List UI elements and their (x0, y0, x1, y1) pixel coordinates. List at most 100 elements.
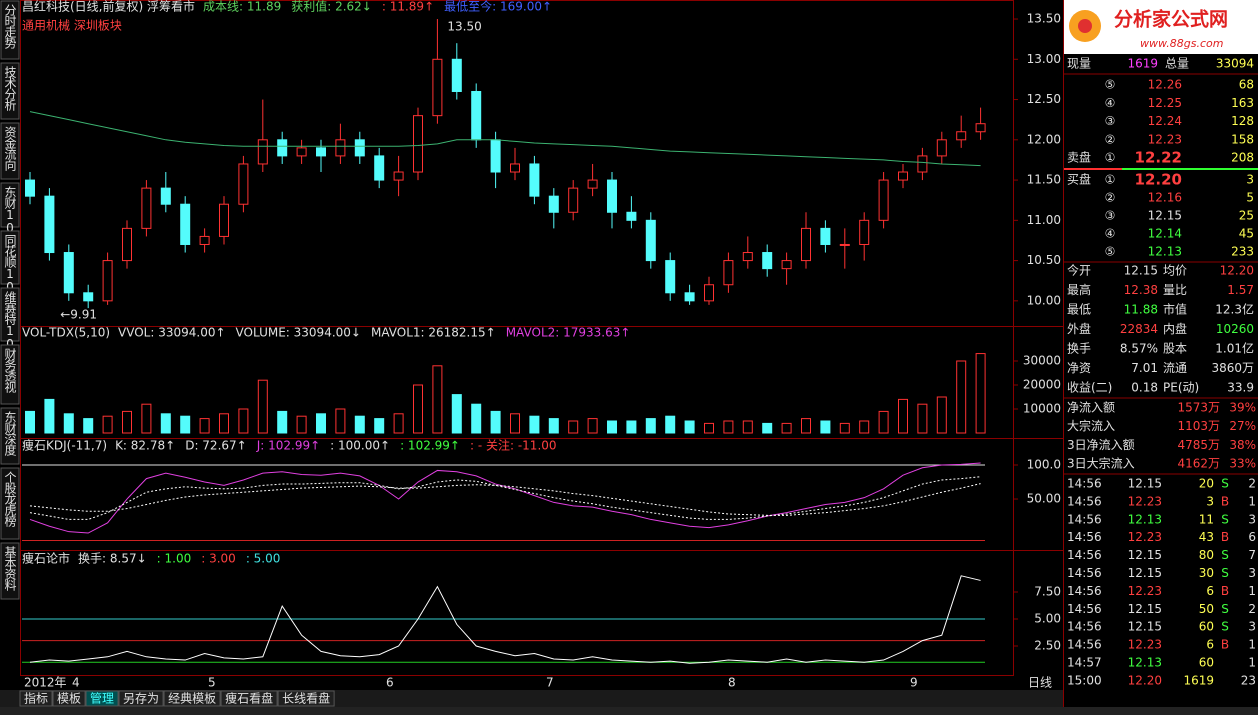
side-tab-label[interactable]: 资金流向 (3, 126, 17, 171)
book-cell: ④ (1105, 96, 1116, 110)
logo-text: 分析家公式网 (1114, 8, 1228, 31)
ticks-cell: 1 (1248, 638, 1256, 652)
side-tab-label[interactable]: 技术分析 (3, 66, 17, 112)
bottom-tab[interactable] (19, 690, 53, 707)
book-cell: 12.13 (1148, 245, 1182, 259)
book-cell: 25 (1239, 209, 1254, 223)
side-tab[interactable] (0, 182, 20, 228)
side-tab-label[interactable]: 财务透视 (3, 348, 17, 393)
side-tab-label[interactable]: 个股龙虎榜 (3, 471, 17, 528)
candle-body (801, 227, 811, 262)
side-tab[interactable] (0, 344, 20, 405)
ticks-cell: 14:56 (1067, 494, 1102, 508)
candle-body (219, 203, 229, 237)
candle-body (122, 227, 132, 262)
side-tab[interactable] (0, 122, 20, 180)
ticks-cell: S (1221, 602, 1229, 616)
stats-cell: 12.15 (1124, 264, 1158, 278)
candle-body (548, 195, 559, 213)
side-tab[interactable] (0, 542, 20, 600)
ticks-cell: 2 (1248, 602, 1256, 616)
side-tab[interactable] (0, 230, 20, 285)
stats-cell: 12.38 (1124, 283, 1158, 297)
side-tab-label[interactable]: 分时走势 (3, 4, 17, 49)
stats-cell: 7.01 (1131, 361, 1158, 375)
stats-cell: 今开 (1067, 263, 1091, 278)
y-tick-label: 2.50 (1034, 639, 1061, 653)
stats-cell: 均价 (1163, 264, 1187, 278)
bottom-tab[interactable] (277, 690, 335, 707)
candle-body (917, 155, 928, 173)
ticks-cell: 6 (1248, 530, 1256, 544)
bottom-tab-label[interactable]: 指标 (24, 691, 48, 706)
volume-bar (607, 420, 617, 434)
candle-body (704, 284, 714, 302)
ticks-cell: 11 (1199, 512, 1214, 526)
candle-body (25, 179, 35, 197)
candle-body (956, 131, 967, 141)
side-tab-label[interactable]: 基本资料 (3, 546, 17, 591)
quote-cell: 1619 (1127, 57, 1158, 71)
panel-title: VOL-TDX(5,10) (22, 326, 110, 340)
ticks-cell: 12.23 (1128, 530, 1162, 544)
side-tab[interactable] (0, 62, 20, 120)
bottom-tab-label[interactable]: 长线看盘 (282, 691, 330, 706)
logo-url: www.88gs.com (1140, 37, 1223, 50)
panel-header: VVOL: 33094.00↑ (118, 326, 226, 340)
bottom-tab[interactable] (85, 690, 119, 707)
flow-cell: 4162万 (1177, 457, 1220, 471)
volume-bar (44, 398, 55, 434)
volume-bar (102, 415, 113, 434)
stats-cell: 1.57 (1227, 283, 1254, 297)
y-tick-label: 12.00 (1027, 132, 1061, 146)
candle-body (432, 58, 443, 117)
flow-cell: 4785万 (1177, 438, 1220, 452)
annotation: ←9.91 (60, 308, 97, 322)
side-tab-label[interactable]: 东财10 (3, 186, 17, 234)
side-tab[interactable] (0, 287, 20, 342)
volume-bar (762, 422, 773, 434)
ticks-cell: 14:56 (1067, 477, 1102, 491)
panel-title: 昌红科技(日线,前复权) 浮筹看市 (22, 0, 195, 14)
bottom-tab-label[interactable]: 痩石看盘 (225, 691, 273, 706)
panel-header: 换手: 8.57↓ (78, 552, 147, 566)
bottom-tab[interactable] (163, 690, 221, 707)
period-label[interactable]: 日线 (1028, 676, 1052, 690)
volume-bar (141, 403, 152, 434)
volume-bar (432, 365, 443, 434)
ticks-cell: 3 (1248, 512, 1256, 526)
bottom-tab[interactable] (220, 690, 278, 707)
side-tab[interactable] (0, 0, 20, 60)
bottom-tab[interactable] (118, 690, 164, 707)
book-cell: ⑤ (1105, 245, 1116, 259)
bottom-tab-label[interactable]: 管理 (90, 691, 114, 706)
stats-cell: 33.9 (1227, 381, 1254, 395)
side-tab-label[interactable]: 维赛特10 (3, 291, 17, 350)
candle-body (335, 139, 346, 157)
book-cell: ⑤ (1105, 78, 1116, 92)
candle-body (723, 260, 734, 286)
bottom-tab[interactable] (52, 690, 86, 707)
indicator-line (29, 575, 981, 664)
candle-body (975, 123, 986, 133)
candle-body (878, 179, 889, 221)
bottom-tab-label[interactable]: 经典模板 (168, 692, 216, 706)
panel-header: : 11.89↑ (382, 0, 434, 14)
y-tick-label: 11.00 (1027, 213, 1061, 227)
bottom-tab-label[interactable]: 另存为 (123, 692, 159, 706)
book-cell: ② (1105, 132, 1116, 146)
candle-body (742, 252, 753, 262)
book-cell: 12.23 (1148, 132, 1182, 146)
side-tab[interactable] (0, 407, 20, 465)
panel-title: 痩石KDJ(-11,7) (22, 438, 107, 453)
volume-bar (529, 415, 540, 434)
bottom-tab-label[interactable]: 模板 (57, 692, 81, 706)
volume-bar (723, 420, 734, 434)
side-tab-label[interactable]: 同花顺10 (3, 234, 17, 293)
book-cell: 3 (1246, 173, 1254, 187)
panel-subtitle: 通用机械 深圳板块 (22, 18, 122, 33)
side-tab[interactable] (0, 467, 20, 540)
ticks-cell: 6 (1206, 584, 1214, 598)
ticks-cell: 3 (1248, 620, 1256, 634)
side-tab-label[interactable]: 东财深度 (3, 411, 17, 456)
